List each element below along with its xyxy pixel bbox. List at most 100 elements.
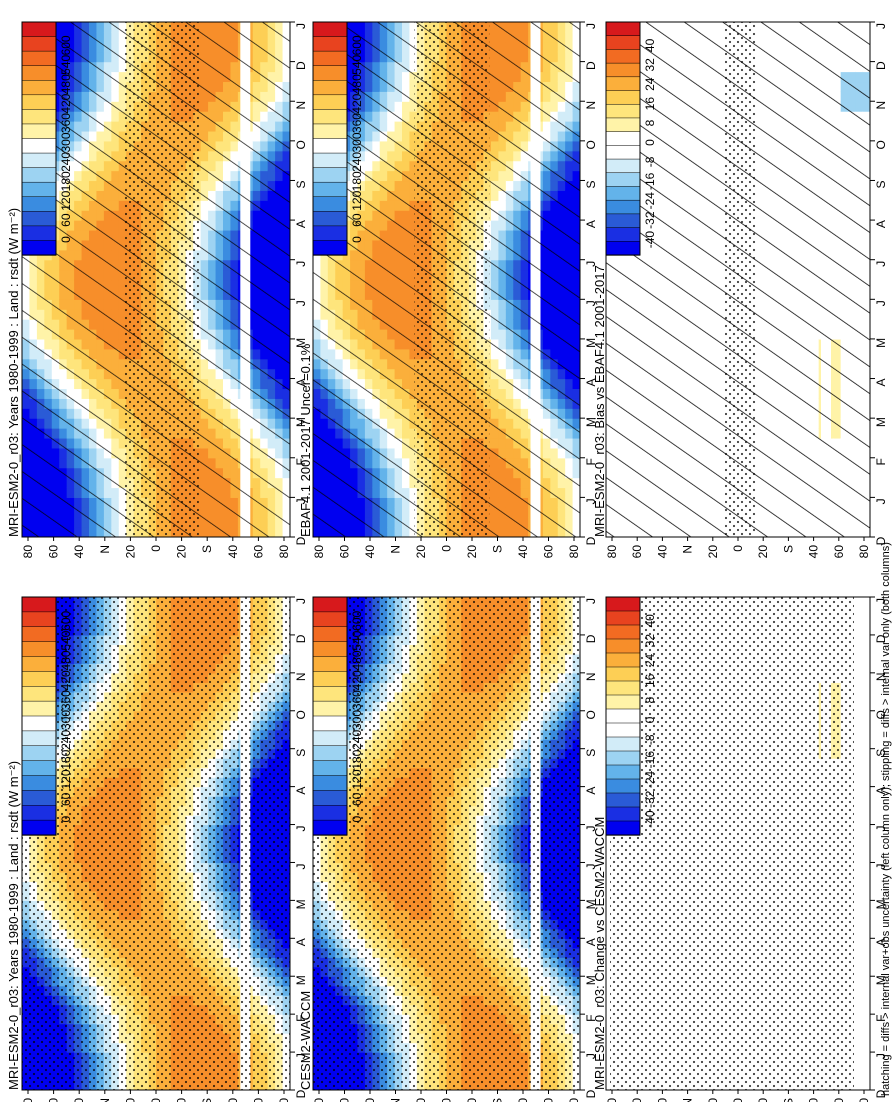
lat-tick-label: S <box>200 545 214 553</box>
month-tick-label: F <box>294 1014 308 1021</box>
lat-tick-label: 40 <box>655 545 669 559</box>
colorbar-tick-label: 0 <box>643 716 657 723</box>
colorbar-tick-label: -24 <box>643 771 657 789</box>
colorbar-swatch <box>605 117 641 133</box>
lat-tick-label: 40 <box>516 545 530 559</box>
month-tick-label: A <box>584 220 598 228</box>
month-tick-label: J <box>874 261 888 267</box>
colorbar-swatch <box>312 819 348 836</box>
month-tick-label: S <box>584 749 598 757</box>
colorbar-tick-label: 180 <box>350 749 364 769</box>
month-tick-label: J <box>874 863 888 869</box>
colorbar-tick-label: 0 <box>59 236 73 243</box>
lat-tick-label: 60 <box>630 545 644 559</box>
month-tick-label: M <box>584 899 598 909</box>
lat-tick-label: 20 <box>756 545 770 559</box>
colorbar-tick-label: 0 <box>643 139 657 146</box>
colorbar-swatch <box>605 49 641 64</box>
month-tick-label: J <box>584 261 598 267</box>
lat-tick-label: 0 <box>440 545 454 552</box>
panel-6: DJFMAMJJASONDJ806040N20020S406080MRI-ESM… <box>592 596 888 1102</box>
lat-tick-label: 40 <box>226 545 240 559</box>
lat-tick-label: 40 <box>72 1098 86 1102</box>
month-tick-label: F <box>294 458 308 465</box>
month-tick-label: N <box>584 101 598 110</box>
colorbar-tick-label: 600 <box>59 611 73 631</box>
colorbar-tick-label: -8 <box>643 734 657 745</box>
colorbar-swatch <box>21 94 57 111</box>
month-tick-label: D <box>874 61 888 70</box>
colorbar-swatch <box>312 80 348 96</box>
colorbar-tick-label: 60 <box>350 792 364 806</box>
colorbar-swatch <box>605 806 641 822</box>
colorbar-swatch <box>605 213 641 229</box>
colorbar-swatch <box>21 715 57 732</box>
colorbar-tick-label: 540 <box>350 55 364 75</box>
month-tick-label: M <box>874 975 888 985</box>
colorbar-tick-label: 60 <box>350 213 364 227</box>
month-tick-label: F <box>874 458 888 465</box>
colorbar-swatch <box>605 708 641 724</box>
colorbar-tick-label: 420 <box>350 93 364 113</box>
colorbar-tick-label: 480 <box>59 74 73 94</box>
month-tick-label: A <box>874 787 888 795</box>
month-tick-label: D <box>294 1089 308 1098</box>
colorbar-swatch <box>21 656 57 673</box>
colorbar-tick-label: 360 <box>59 690 73 710</box>
stippling-overlay <box>22 597 290 1090</box>
colorbar-swatch <box>605 736 641 752</box>
colorbar-swatch <box>21 805 57 821</box>
lat-tick-label: 0 <box>731 1098 745 1102</box>
colorbar-swatch <box>312 745 348 762</box>
colorbar-swatch <box>605 778 641 794</box>
month-tick-label: S <box>584 180 598 188</box>
month-tick-label: O <box>584 710 598 719</box>
colorbar-tick-label: 240 <box>350 152 364 172</box>
colorbar-swatch <box>605 241 641 256</box>
colorbar-tick-label: 32 <box>643 634 657 648</box>
colorbar-swatch <box>21 225 57 242</box>
panel-title: CESM2-WACCM <box>298 991 313 1090</box>
colorbar-swatch <box>605 227 641 242</box>
lat-tick-label: N <box>98 1098 112 1102</box>
colorbar-tick-label: 600 <box>59 35 73 55</box>
month-tick-label: J <box>584 598 598 604</box>
stippling-overlay <box>313 597 580 1090</box>
month-tick-label: S <box>874 749 888 757</box>
panel-2: D J F M A M J J A S O N D J 80 60 40 N 20 0 20 S 40 60 80 EBAF4.1… <box>298 21 598 559</box>
lat-tick-label: N <box>681 545 695 554</box>
lat-tick-label: 40 <box>363 545 377 559</box>
colorbar-swatch <box>605 666 641 682</box>
heatmap-field <box>313 597 580 1090</box>
colorbar-tick-label: 240 <box>59 152 73 172</box>
month-tick-label: J <box>294 261 308 267</box>
lat-tick-label: 40 <box>363 1098 377 1102</box>
month-tick-label: A <box>294 379 308 387</box>
colorbar-swatch <box>21 181 57 198</box>
colorbar-swatch <box>605 21 641 37</box>
heatmap-field <box>22 597 290 1090</box>
colorbar-tick-label: 480 <box>59 650 73 670</box>
month-tick-label: J <box>294 863 308 869</box>
lat-tick-label: 20 <box>465 545 479 559</box>
month-tick-label: S <box>874 180 888 188</box>
colorbar-tick-label: 0 <box>350 236 364 243</box>
month-tick-label: A <box>294 787 308 795</box>
month-tick-label: D <box>584 634 598 643</box>
month-tick-label: J <box>584 300 598 306</box>
lat-tick-label: 20 <box>414 1098 428 1102</box>
panel-title: MRI-ESM2-0_r03: Bias vs EBAF4.1 2001-201… <box>592 265 607 537</box>
stippling-overlay <box>123 22 199 537</box>
colorbar-swatch <box>21 760 57 777</box>
colorbar-tick-label: -32 <box>643 790 657 808</box>
lat-tick-label: N <box>389 545 403 554</box>
lat-tick-label: 60 <box>832 545 846 559</box>
lat-tick-label: 20 <box>706 545 720 559</box>
lat-tick-label: 40 <box>655 1098 669 1102</box>
colorbar-tick-label: 16 <box>643 673 657 687</box>
lat-tick-label: 20 <box>465 1098 479 1102</box>
month-tick-label: J <box>294 826 308 832</box>
month-tick-label: F <box>584 458 598 465</box>
